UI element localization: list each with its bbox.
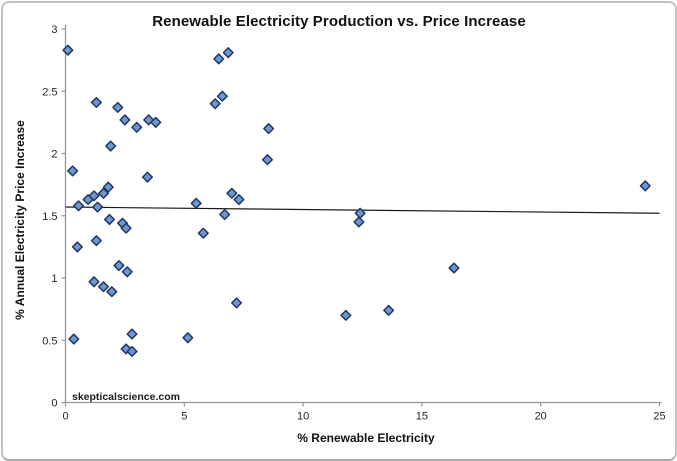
chart-title: Renewable Electricity Production vs. Pri… (152, 13, 526, 30)
data-point-marker (182, 332, 194, 344)
watermark-text: skepticalscience.com (72, 391, 180, 403)
data-point-marker (105, 140, 117, 152)
x-tick-label: 5 (181, 411, 187, 423)
x-tick-label: 15 (416, 411, 428, 423)
data-point-marker (233, 194, 245, 206)
data-point-marker (97, 281, 110, 293)
data-point-marker (639, 180, 651, 192)
data-point-marker (354, 207, 366, 219)
data-point-marker (141, 171, 154, 183)
data-point-marker (88, 276, 100, 288)
data-point-marker (150, 116, 162, 128)
data-point-marker (113, 260, 125, 272)
data-point-marker (112, 101, 124, 113)
data-point-marker (97, 187, 110, 199)
data-point-marker (222, 47, 234, 59)
data-point-marker (120, 222, 132, 234)
x-tick-label: 20 (535, 411, 547, 423)
data-point-marker (448, 262, 460, 274)
data-point-marker (71, 241, 83, 253)
data-point-marker (131, 121, 143, 133)
data-point-marker (121, 266, 133, 278)
data-point-marker (88, 190, 100, 202)
data-point-marker (216, 90, 228, 102)
data-point-marker (213, 53, 225, 65)
y-tick-label: 0.5 (42, 335, 57, 347)
data-point-marker (102, 181, 114, 193)
y-tick-label: 1 (51, 273, 57, 285)
data-point-marker (197, 227, 209, 239)
y-tick-label: 0 (51, 398, 57, 410)
data-point-marker (103, 213, 116, 226)
data-point-marker (90, 235, 102, 247)
data-point-marker (68, 333, 80, 345)
data-point-marker (106, 286, 118, 298)
y-tick-label: 2 (51, 149, 57, 161)
data-point-marker (92, 201, 104, 213)
data-point-marker (340, 309, 352, 321)
data-point-marker (383, 304, 395, 316)
data-point-marker (231, 297, 243, 309)
data-point-marker (190, 197, 202, 209)
x-tick-label: 0 (62, 411, 68, 423)
data-point-marker (353, 216, 365, 228)
data-point-marker (263, 123, 275, 135)
data-point-marker (261, 154, 274, 166)
data-point-marker (62, 44, 74, 56)
x-axis-title: % Renewable Electricity (297, 431, 435, 445)
data-point-marker (90, 96, 102, 109)
data-point-marker (73, 200, 85, 212)
data-point-marker (209, 98, 221, 110)
data-point-marker (219, 208, 231, 221)
x-tick-label: 25 (653, 411, 665, 423)
data-point-marker (119, 114, 131, 126)
y-tick-label: 1.5 (42, 211, 57, 223)
y-tick-label: 3 (51, 24, 57, 36)
x-tick-label: 10 (297, 411, 309, 423)
data-point-marker (226, 187, 238, 199)
y-tick-label: 2.5 (42, 86, 57, 98)
data-point-marker (126, 345, 138, 358)
data-point-marker (67, 165, 79, 177)
data-point-marker (126, 328, 138, 340)
